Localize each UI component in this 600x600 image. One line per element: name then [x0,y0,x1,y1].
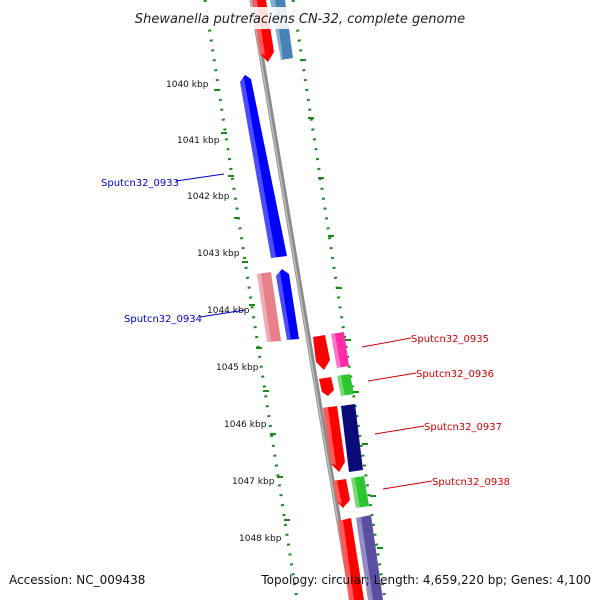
gene-label-sputcn32-0938[interactable]: Sputcn32_0938 [432,477,510,488]
gene-pink-1044-shade [257,274,271,342]
tick-label-1047: 1047 kbp [232,477,275,487]
gene-sputcn32-0936-green[interactable] [337,374,354,396]
gene-bottom-red-shade [338,520,354,600]
genome-summary-text: Topology: circular; Length: 4,659,220 bp… [261,573,591,587]
genome-backbone-highlight [250,0,352,600]
tick-label-1048: 1048 kbp [239,534,282,544]
gene-bottom-slate[interactable] [356,515,383,600]
gene-labels: Sputcn32_0933 Sputcn32_0934 Sputcn32_093… [101,178,510,488]
gene-sputcn32-0936-red[interactable] [319,377,334,396]
gene-sputcn32-0933-shade [240,78,276,258]
gene-label-sputcn32-0934[interactable]: Sputcn32_0934 [124,314,202,325]
tick-label-1043: 1043 kbp [197,249,240,259]
leader-sputcn32-0935 [361,337,412,348]
gene-label-sputcn32-0935[interactable]: Sputcn32_0935 [411,334,489,345]
label-leader-lines [175,173,433,490]
gene-label-sputcn32-0933[interactable]: Sputcn32_0933 [101,178,179,189]
gc-track-left [203,0,299,600]
gene-sputcn32-0938-red[interactable] [333,479,350,508]
map-title: Shewanella putrefaciens CN-32, complete … [135,12,465,27]
gene-label-sputcn32-0937[interactable]: Sputcn32_0937 [424,422,502,433]
title-background [120,7,480,29]
gene-pink-1044[interactable] [257,272,281,342]
gene-sputcn32-0935-magenta-shade [331,334,341,368]
gene-bottom-red[interactable] [338,518,364,600]
tick-label-1040: 1040 kbp [166,80,209,90]
gene-sputcn32-0935-magenta[interactable] [331,332,349,368]
tick-label-1046: 1046 kbp [224,420,267,430]
leader-sputcn32-0933 [175,173,225,182]
genome-backbone [249,0,355,600]
tick-label-1044: 1044 kbp [207,306,250,316]
gene-sputcn32-0938-red-shade [333,481,342,504]
gene-label-sputcn32-0936[interactable]: Sputcn32_0936 [416,369,494,380]
gene-sputcn32-0936-green-shade [337,376,345,396]
gc-skew-ticks-left [214,89,290,521]
tick-label-1045: 1045 kbp [216,363,259,373]
gene-sputcn32-0934-shade [276,272,291,340]
leader-sputcn32-0934 [199,309,246,318]
gene-sputcn32-0935-red[interactable] [313,335,330,370]
gene-sputcn32-0937-red-shade [323,408,336,465]
gene-sputcn32-0933[interactable] [240,75,287,258]
leader-sputcn32-0938 [382,480,433,490]
gene-sputcn32-0938-green[interactable] [351,476,369,508]
gc-skew-ticks-right [300,59,383,549]
accession-text: Accession: NC_009438 [9,573,146,587]
gc-track-right [291,0,387,600]
leader-sputcn32-0936 [367,372,417,382]
gene-sputcn32-0934[interactable] [276,269,299,340]
tick-label-1041: 1041 kbp [177,136,220,146]
gene-sputcn32-0937-navy[interactable] [341,404,363,472]
kbp-tick-labels: 1040 kbp 1041 kbp 1042 kbp 1043 kbp 1044… [166,80,282,544]
leader-sputcn32-0937 [374,425,425,435]
tick-label-1042: 1042 kbp [187,192,230,202]
gene-bottom-slate-shade [356,517,373,600]
gene-sputcn32-0938-green-shade [351,478,360,508]
gene-sputcn32-0937-red[interactable] [323,406,345,472]
